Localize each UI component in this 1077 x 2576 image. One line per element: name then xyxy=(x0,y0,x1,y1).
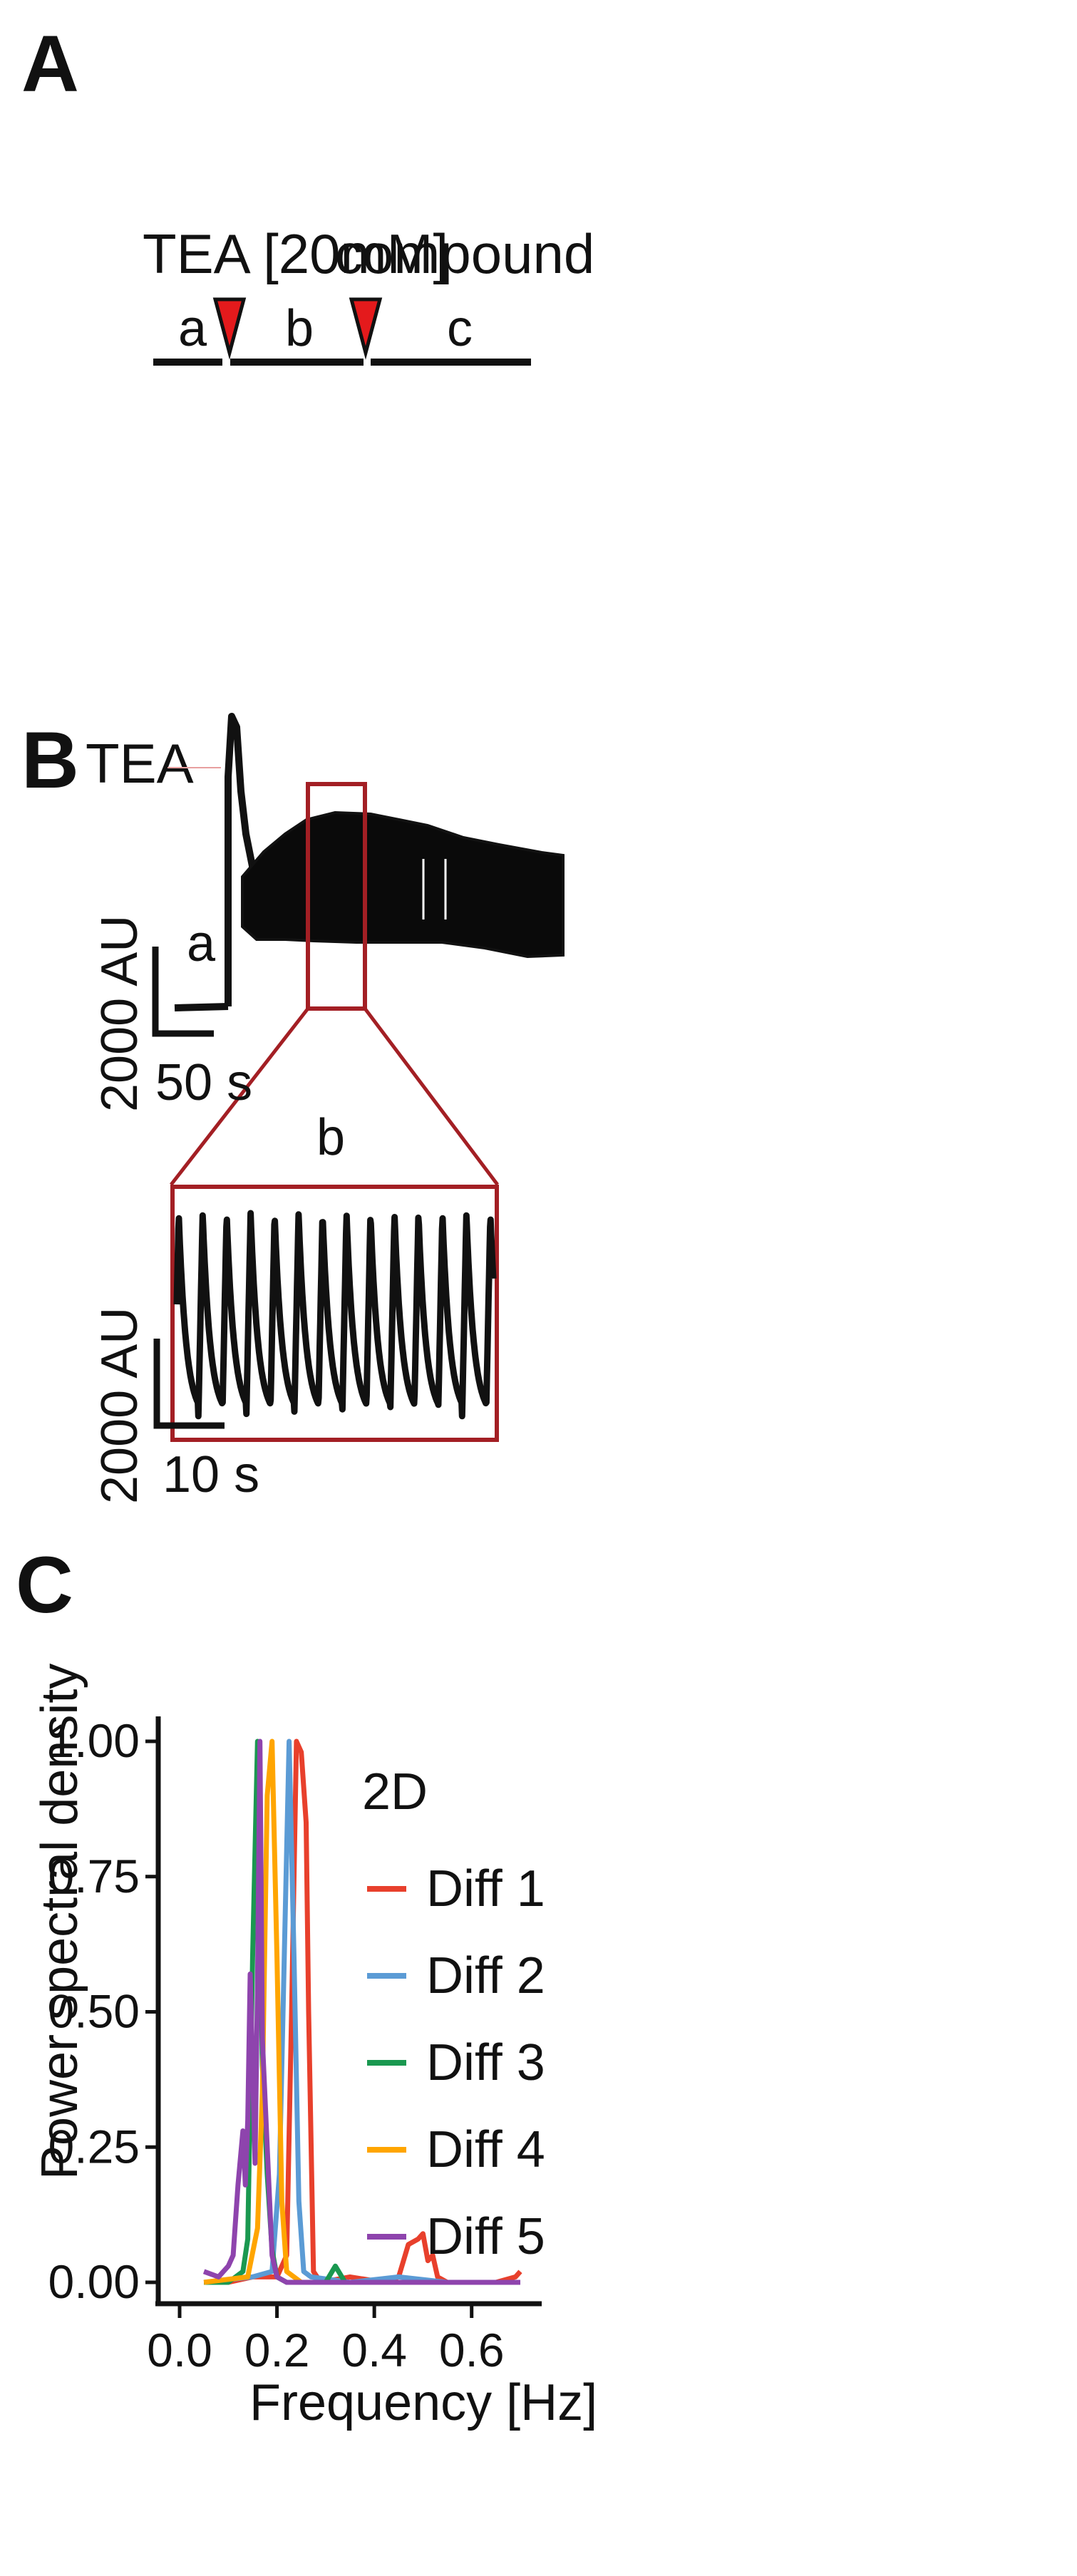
x-tick-label: 0.4 xyxy=(341,2324,407,2376)
compound-arrow-marker xyxy=(349,297,383,360)
tea-arrow-label: TEA [20mM] xyxy=(143,222,448,285)
zoom-scale-y-label: 2000 AU xyxy=(91,1307,148,1504)
zoom-label: b xyxy=(316,1109,345,1166)
y-tick-label: 0.50 xyxy=(48,1985,140,2038)
trace-baseline xyxy=(174,1003,229,1011)
x-tick-label: 0.2 xyxy=(244,2324,310,2376)
y-tick-label: 1.00 xyxy=(48,1714,140,1767)
panel-b-letter: B xyxy=(21,716,79,805)
legend-label: Diff 2 xyxy=(426,1947,545,2004)
legend-label: Diff 1 xyxy=(426,1860,545,1917)
zoom-region-box xyxy=(306,782,367,1011)
panel-c-letter: C xyxy=(16,1540,73,1629)
calcium-trace xyxy=(174,713,565,1011)
legend-label: Diff 3 xyxy=(426,2034,545,2091)
oscillation-trace xyxy=(173,1210,497,1420)
psd-ticks: 0.0 0.2 0.4 0.6 0.00 0.25 0.50 0.75 1.00 xyxy=(48,1714,505,2376)
y-axis-label: Power spectral density xyxy=(31,1664,88,2180)
zoom-connector-left xyxy=(170,1007,309,1186)
series-line-5 xyxy=(202,1738,520,2285)
trace-oscillation-band xyxy=(241,810,565,959)
scale-y-label: 2000 AU xyxy=(91,915,148,1112)
psd-axes xyxy=(155,1716,542,2307)
scale-bar-main xyxy=(152,947,214,1037)
legend-title: 2D xyxy=(362,1763,428,1820)
panel-a-letter: A xyxy=(21,19,79,108)
zoom-connector-right xyxy=(364,1007,499,1186)
psd-legend: 2D Diff 1 Diff 2 Diff 3 Diff 4 Diff 5 xyxy=(362,1763,545,2265)
y-tick-label: 0.75 xyxy=(48,1850,140,1902)
x-axis-label: Frequency [Hz] xyxy=(249,2374,597,2431)
psd-series xyxy=(202,1738,522,2285)
panel-c: C 0.0 0.2 0.4 0.6 0.00 0.25 0.50 0.75 1.00 Power… xyxy=(16,1540,597,2431)
panel-a: A TEA [20mM] compound a b c xyxy=(21,19,594,366)
zoom-inset-frame xyxy=(170,1185,499,1442)
tea-label: TEA xyxy=(86,732,194,795)
segment-a-label: a xyxy=(178,300,207,357)
compound-arrow-label: compound xyxy=(335,222,594,285)
legend-label: Diff 5 xyxy=(426,2208,545,2265)
scale-bar-zoom xyxy=(153,1339,225,1429)
x-tick-label: 0.0 xyxy=(147,2324,212,2376)
y-tick-label: 0.25 xyxy=(48,2120,140,2173)
segment-c-label: c xyxy=(447,300,473,357)
x-tick-label: 0.6 xyxy=(439,2324,505,2376)
y-tick-label: 0.00 xyxy=(48,2255,140,2308)
zoom-scale-x-label: 10 s xyxy=(163,1446,259,1503)
baseline-segment-label: a xyxy=(187,915,216,972)
segment-b-label: b xyxy=(285,300,314,357)
scale-x-label: 50 s xyxy=(155,1054,252,1111)
tea-arrow-marker xyxy=(212,297,247,360)
panel-b: B TEA a 2000 AU 50 s b 2000 AU 10 s xyxy=(21,713,565,1504)
legend-label: Diff 4 xyxy=(426,2121,545,2178)
